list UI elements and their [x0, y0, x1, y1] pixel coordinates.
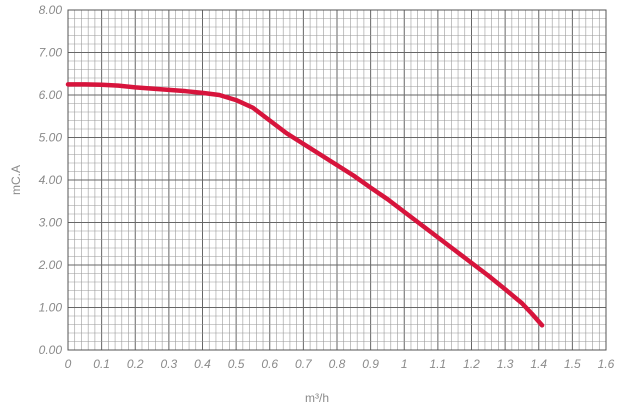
grid — [67, 9, 607, 351]
x-tick-label: 0.1 — [93, 357, 110, 371]
y-tick-label: 4.00 — [39, 173, 63, 187]
y-tick-label: 1.00 — [39, 301, 63, 315]
y-tick-labels: 0.00 1.00 2.00 3.00 4.00 5.00 6.00 7.00 8.00 — [38, 3, 63, 357]
y-axis-title: mC.A — [9, 165, 23, 195]
y-tick-label: 5.00 — [39, 131, 63, 145]
x-tick-label: 0.9 — [362, 357, 379, 371]
series-layer — [65, 82, 545, 328]
series-line — [65, 82, 545, 328]
x-tick-label: 1.2 — [463, 357, 480, 371]
plot-frame — [67, 9, 607, 351]
x-tick-label: 1.6 — [598, 357, 615, 371]
x-tick-label: 1.1 — [430, 357, 447, 371]
x-tick-label: 1.5 — [564, 357, 581, 371]
y-tick-label: 3.00 — [39, 216, 63, 230]
x-tick-label: 0.4 — [194, 357, 211, 371]
x-tick-label: 0.6 — [261, 357, 278, 371]
y-tick-label: 6.00 — [39, 88, 63, 102]
y-tick-label: 2.00 — [38, 258, 63, 272]
y-tick-label: 0.00 — [39, 343, 63, 357]
x-tick-label: 0.2 — [127, 357, 144, 371]
x-tick-label: 0.3 — [161, 357, 178, 371]
x-tick-label: 0.7 — [295, 357, 313, 371]
x-tick-label: 0.8 — [329, 357, 346, 371]
y-tick-label: 8.00 — [39, 3, 63, 17]
x-tick-labels: 0 0.1 0.2 0.3 0.4 0.5 0.6 0.7 0.8 0.9 1 1.1 1.2 1.3 1.… — [65, 357, 615, 371]
y-tick-label: 7.00 — [39, 46, 63, 60]
x-tick-label: 1.3 — [497, 357, 514, 371]
x-tick-label: 0.5 — [228, 357, 245, 371]
x-axis-title: m³/h — [305, 391, 329, 405]
x-tick-label: 1 — [401, 357, 408, 371]
x-tick-label: 0 — [65, 357, 72, 371]
x-tick-label: 1.4 — [530, 357, 547, 371]
